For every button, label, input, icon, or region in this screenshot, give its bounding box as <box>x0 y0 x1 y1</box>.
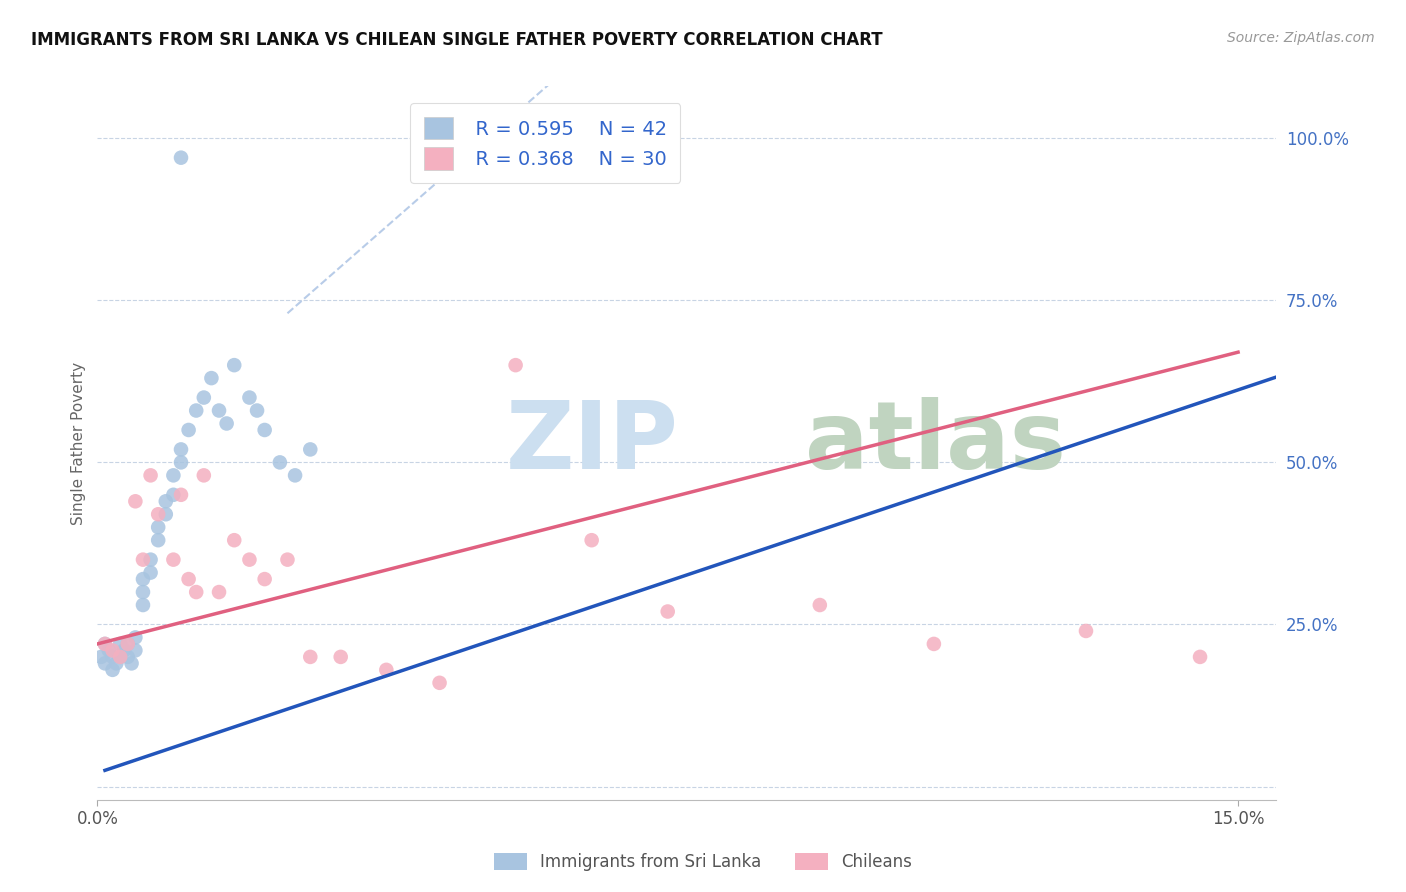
Text: IMMIGRANTS FROM SRI LANKA VS CHILEAN SINGLE FATHER POVERTY CORRELATION CHART: IMMIGRANTS FROM SRI LANKA VS CHILEAN SIN… <box>31 31 883 49</box>
Point <box>162 488 184 502</box>
Point <box>139 566 162 580</box>
Point <box>505 358 527 372</box>
Point <box>139 552 162 566</box>
Point <box>148 533 170 548</box>
Point <box>922 637 945 651</box>
Point <box>170 151 193 165</box>
Point <box>132 585 155 599</box>
Point <box>299 649 322 664</box>
Point <box>224 358 246 372</box>
Point <box>97 643 120 657</box>
Point <box>94 637 117 651</box>
Text: atlas: atlas <box>804 397 1066 489</box>
Point <box>162 468 184 483</box>
Point <box>429 675 451 690</box>
Point <box>200 371 222 385</box>
Point <box>238 552 260 566</box>
Point <box>1074 624 1097 638</box>
Point <box>124 631 146 645</box>
Point <box>253 572 276 586</box>
Point <box>94 637 117 651</box>
Point <box>105 657 128 671</box>
Text: Source: ZipAtlas.com: Source: ZipAtlas.com <box>1227 31 1375 45</box>
Point <box>132 598 155 612</box>
Point <box>112 643 135 657</box>
Point <box>155 508 177 522</box>
Point <box>124 643 146 657</box>
Point <box>238 391 260 405</box>
Point <box>329 649 352 664</box>
Point <box>108 637 131 651</box>
Point <box>208 403 231 417</box>
Point <box>121 657 143 671</box>
Point <box>101 649 124 664</box>
Point <box>215 417 238 431</box>
Point <box>177 423 200 437</box>
Point <box>581 533 603 548</box>
Point <box>108 649 131 664</box>
Point <box>246 403 269 417</box>
Point <box>148 508 170 522</box>
Point <box>299 442 322 457</box>
Point <box>253 423 276 437</box>
Point <box>90 649 112 664</box>
Point <box>117 649 139 664</box>
Point <box>375 663 398 677</box>
Point <box>139 468 162 483</box>
Legend: Immigrants from Sri Lanka, Chileans: Immigrants from Sri Lanka, Chileans <box>485 845 921 880</box>
Y-axis label: Single Father Poverty: Single Father Poverty <box>72 361 86 524</box>
Point <box>208 585 231 599</box>
Point <box>186 585 208 599</box>
Point <box>224 533 246 548</box>
Point <box>108 649 131 664</box>
Point <box>193 468 215 483</box>
Point <box>177 572 200 586</box>
Point <box>94 657 117 671</box>
Point <box>808 598 831 612</box>
Point <box>155 494 177 508</box>
Point <box>170 442 193 457</box>
Legend:   R = 0.595    N = 42,   R = 0.368    N = 30: R = 0.595 N = 42, R = 0.368 N = 30 <box>411 103 681 183</box>
Text: ZIP: ZIP <box>506 397 679 489</box>
Point <box>657 605 679 619</box>
Point <box>124 494 146 508</box>
Point <box>269 455 291 469</box>
Point <box>162 552 184 566</box>
Point <box>193 391 215 405</box>
Point <box>170 488 193 502</box>
Point <box>117 637 139 651</box>
Point <box>132 572 155 586</box>
Point <box>186 403 208 417</box>
Point <box>657 151 679 165</box>
Point <box>1189 649 1212 664</box>
Point <box>170 455 193 469</box>
Point <box>148 520 170 534</box>
Point <box>132 552 155 566</box>
Point <box>117 637 139 651</box>
Point <box>101 643 124 657</box>
Point <box>101 663 124 677</box>
Point <box>284 468 307 483</box>
Point <box>276 552 298 566</box>
